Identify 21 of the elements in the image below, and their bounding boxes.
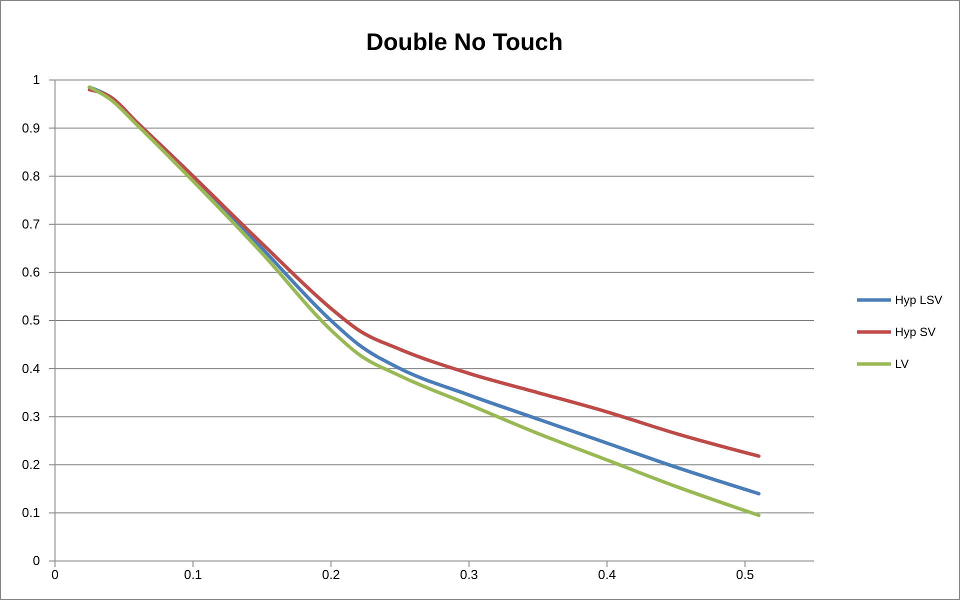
y-tick-label: 1: [32, 72, 40, 88]
x-tick-label: 0: [51, 567, 59, 582]
x-tick-label: 0.1: [184, 567, 202, 582]
y-tick-label: 0.7: [22, 216, 40, 232]
y-tick-label: 0.3: [22, 408, 40, 424]
x-tick-label: 0.3: [460, 567, 478, 582]
legend-label: LV: [895, 357, 909, 371]
y-tick-label: 0.4: [22, 360, 40, 376]
y-tick-label: 0.8: [22, 168, 40, 184]
y-tick-label: 0.5: [22, 312, 40, 328]
legend-label: Hyp SV: [895, 325, 936, 339]
x-tick-label: 0.5: [736, 567, 754, 582]
y-tick-label: 0.2: [22, 456, 40, 472]
legend-label: Hyp LSV: [895, 293, 942, 307]
y-tick-label: 0.9: [22, 120, 40, 136]
x-tick-label: 0.4: [598, 567, 616, 582]
x-tick-label: 0.2: [322, 567, 340, 582]
y-tick-label: 0.1: [22, 505, 40, 520]
chart-title: Double No Touch: [366, 29, 563, 56]
y-tick-label: 0.6: [22, 264, 40, 280]
y-tick-label: 0: [32, 553, 40, 568]
